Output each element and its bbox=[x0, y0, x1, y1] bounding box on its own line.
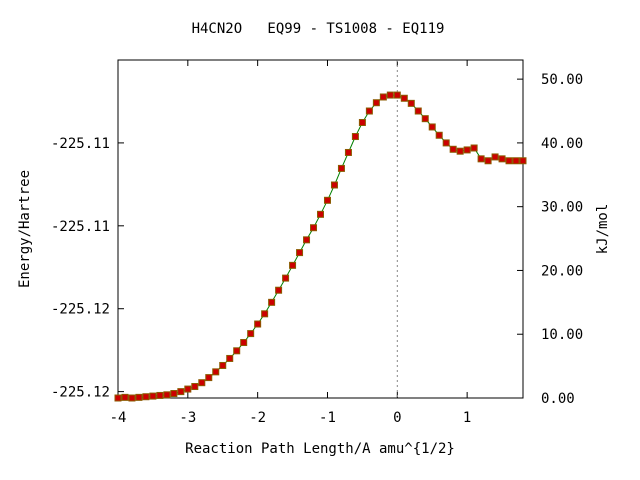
data-point bbox=[428, 123, 436, 131]
data-point bbox=[261, 310, 269, 318]
data-point bbox=[149, 392, 157, 400]
data-point bbox=[477, 155, 485, 163]
x-tick-label: 0 bbox=[393, 410, 401, 426]
x-tick-label: -2 bbox=[249, 410, 266, 426]
data-point bbox=[303, 236, 311, 244]
series-line bbox=[117, 94, 523, 399]
data-point bbox=[512, 157, 520, 165]
data-point bbox=[463, 146, 471, 154]
data-point bbox=[254, 320, 262, 328]
data-points bbox=[114, 91, 527, 402]
chart-title: H4CN2O EQ99 - TS1008 - EQ119 bbox=[192, 21, 445, 37]
data-point bbox=[505, 157, 513, 165]
data-point bbox=[275, 286, 283, 294]
data-point bbox=[365, 107, 373, 115]
data-point bbox=[156, 391, 164, 399]
data-point bbox=[351, 133, 359, 141]
data-point bbox=[337, 164, 345, 172]
data-point bbox=[435, 131, 443, 139]
y-left-tick-label: -225.11 bbox=[51, 136, 110, 152]
x-tick-label: -4 bbox=[110, 410, 127, 426]
plot-frame bbox=[117, 59, 524, 399]
x-tick-label: -3 bbox=[179, 410, 196, 426]
y-right-tick-label: 40.00 bbox=[541, 136, 583, 152]
data-point bbox=[317, 210, 324, 218]
data-point bbox=[114, 394, 122, 402]
data-point bbox=[372, 99, 380, 107]
data-point bbox=[268, 298, 276, 306]
data-point bbox=[240, 339, 248, 347]
data-point bbox=[310, 224, 318, 232]
y-right-tick-label: 10.00 bbox=[541, 327, 583, 343]
y-left-tick-label: -225.11 bbox=[51, 219, 110, 235]
data-point bbox=[407, 99, 415, 107]
data-point bbox=[142, 393, 150, 401]
y-left-tick-label: -225.12 bbox=[51, 385, 110, 401]
data-point bbox=[198, 379, 206, 387]
y-right-tick-label: 30.00 bbox=[541, 200, 583, 216]
data-point bbox=[212, 368, 220, 376]
x-tick-label: -1 bbox=[319, 410, 336, 426]
data-point bbox=[484, 157, 492, 165]
data-point bbox=[170, 390, 178, 398]
data-point bbox=[400, 94, 408, 102]
x-axis-ticks: -4 -3 -2 -1 0 1 bbox=[110, 60, 471, 426]
data-point bbox=[323, 196, 331, 204]
data-point bbox=[491, 153, 499, 161]
data-point bbox=[330, 181, 338, 189]
data-point bbox=[296, 249, 304, 257]
data-point bbox=[163, 391, 171, 399]
data-point bbox=[289, 261, 297, 269]
data-point bbox=[442, 139, 450, 147]
data-point bbox=[470, 144, 478, 152]
data-point bbox=[205, 374, 213, 382]
data-point bbox=[456, 147, 464, 155]
y-right-tick-label: 0.00 bbox=[541, 391, 575, 407]
y-right-tick-label: 20.00 bbox=[541, 263, 583, 279]
y-right-axis-label: kJ/mol bbox=[595, 204, 611, 255]
data-point bbox=[498, 155, 506, 163]
y-left-axis-label: Energy/Hartree bbox=[17, 170, 33, 288]
data-point bbox=[177, 388, 185, 396]
data-point bbox=[414, 107, 422, 115]
data-point bbox=[519, 157, 527, 165]
data-point bbox=[379, 93, 387, 101]
data-point bbox=[358, 118, 366, 126]
data-point bbox=[226, 354, 234, 362]
data-point bbox=[191, 383, 199, 391]
data-point bbox=[184, 385, 192, 393]
x-axis-label: Reaction Path Length/A amu^{1/2} bbox=[185, 441, 455, 457]
data-point bbox=[344, 148, 352, 156]
y-right-axis-ticks: 0.00 10.00 20.00 30.00 40.00 50.00 bbox=[517, 72, 583, 407]
y-left-tick-label: -225.12 bbox=[51, 302, 110, 318]
data-point bbox=[128, 394, 136, 402]
data-point bbox=[247, 330, 255, 338]
data-point bbox=[282, 274, 290, 282]
data-point bbox=[135, 393, 143, 401]
y-left-axis-ticks: -225.11 -225.11 -225.12 -225.12 bbox=[51, 136, 124, 401]
y-right-tick-label: 50.00 bbox=[541, 72, 583, 88]
data-point bbox=[219, 361, 227, 369]
data-point bbox=[386, 91, 394, 99]
data-point bbox=[449, 145, 457, 153]
data-point bbox=[393, 91, 401, 99]
data-point bbox=[421, 115, 429, 123]
data-point bbox=[121, 393, 129, 401]
x-tick-label: 1 bbox=[463, 410, 471, 426]
data-point bbox=[233, 347, 241, 355]
